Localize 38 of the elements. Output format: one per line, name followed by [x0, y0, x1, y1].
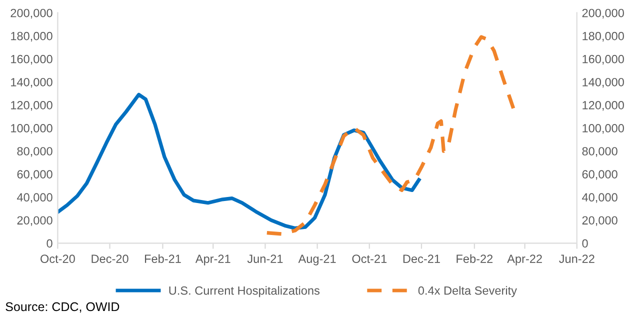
y2-tick-label: 120,000	[582, 100, 624, 111]
x-tick-label: Apr-22	[507, 254, 542, 266]
x-tick-label: Dec-20	[92, 254, 128, 263]
x-tick-label: Oct-21	[352, 254, 387, 263]
y-tick-label: 20,000	[17, 216, 52, 226]
y2-tick-label: 140,000	[582, 78, 624, 88]
y2-tick-label: 180,000	[582, 32, 624, 42]
x-tick-label: Oct-20	[40, 254, 75, 263]
y2-tick-label: 160,000	[582, 54, 624, 65]
x-tick-label: Feb-21	[144, 254, 181, 263]
y-tick-label: 200,000	[10, 8, 52, 19]
legend-label: 0.4x Delta Severity	[418, 286, 517, 298]
legend-label: U.S. Current Hospitalizations	[169, 286, 320, 298]
x-tick-label: Aug-21	[298, 254, 336, 266]
y-tick-label: 40,000	[16, 193, 52, 203]
y-tick-label: 60,000	[17, 170, 52, 180]
line-series	[58, 92, 421, 230]
x-tick-label: Dec-21	[403, 254, 440, 263]
y-tick-label: 140,000	[11, 78, 52, 88]
y-tick-label: 120,000	[11, 100, 52, 111]
y-tick-label: 180,000	[11, 32, 52, 42]
x-tick-label: Apr-21	[195, 254, 230, 266]
y2-tick-label: 80,000	[582, 147, 618, 157]
y2-tick-label: 60,000	[582, 170, 618, 180]
y2-tick-label: 20,000	[582, 216, 618, 226]
y2-tick-label: 40,000	[582, 193, 618, 203]
y2-tick-label: 0	[582, 239, 588, 248]
x-tick-label: Jun-22	[559, 254, 594, 263]
y-tick-label: 160,000	[11, 54, 52, 65]
y2-tick-label: 100,000	[582, 124, 624, 134]
y-tick-label: 0	[46, 239, 52, 248]
x-tick-label: Jun-21	[247, 254, 283, 263]
x-tick-label: Feb-22	[456, 254, 493, 263]
y2-tick-label: 200,000	[582, 8, 624, 19]
source-note: Source: CDC, OWID	[6, 302, 120, 313]
y-tick-label: 80,000	[17, 147, 52, 157]
y-tick-label: 100,000	[11, 124, 52, 134]
line-series	[265, 35, 516, 236]
